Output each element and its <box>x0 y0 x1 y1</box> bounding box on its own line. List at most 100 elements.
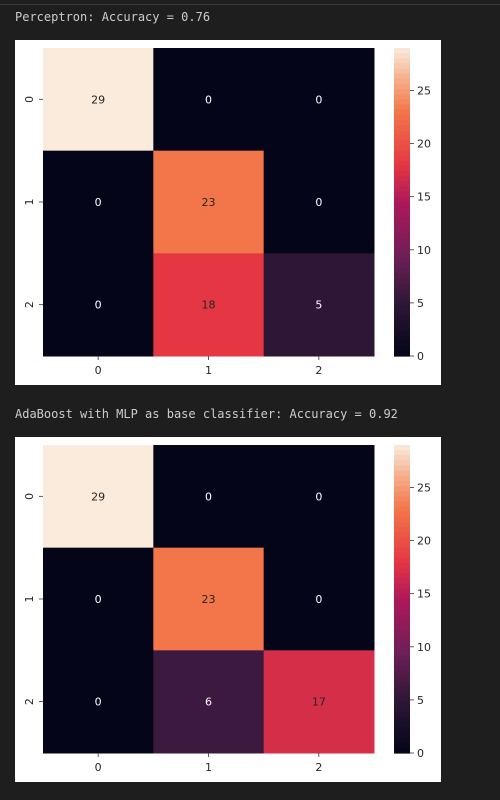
heatmap-cell <box>263 445 375 549</box>
heatmap-cell <box>263 253 375 357</box>
colorbar-tick-label: 0 <box>417 350 424 363</box>
colorbar-segment <box>394 552 410 559</box>
cell-value-label: 0 <box>95 696 102 709</box>
colorbar-segment <box>394 511 410 518</box>
colorbar-segment <box>394 470 410 477</box>
colorbar-segment <box>394 350 410 357</box>
colorbar-segment <box>394 284 410 290</box>
colorbar-segment <box>394 166 410 172</box>
colorbar-segment <box>394 94 410 100</box>
colorbar-segment <box>394 547 410 554</box>
colorbar-segment <box>394 104 410 111</box>
cell-value-label: 0 <box>315 490 322 503</box>
colorbar-segment <box>394 604 410 610</box>
colorbar-segment <box>394 150 410 157</box>
colorbar-segment <box>394 119 410 126</box>
colorbar-segment <box>394 496 410 503</box>
colorbar-segment <box>394 109 410 116</box>
colorbar-segment <box>394 645 410 651</box>
colorbar-segment <box>394 232 410 239</box>
colorbar-segment <box>394 83 410 90</box>
colorbar-segment <box>394 686 410 692</box>
colorbar-segment <box>394 345 410 352</box>
colorbar-segment <box>394 135 410 141</box>
heatmap-cell <box>153 253 265 357</box>
output-caption-perceptron: Perceptron: Accuracy = 0.76 <box>15 10 211 24</box>
x-tick-label: 2 <box>315 761 322 774</box>
colorbar-segment <box>394 63 410 70</box>
colorbar-tick-label: 0 <box>417 747 424 760</box>
colorbar-segment <box>394 614 410 621</box>
x-tick-label: 2 <box>315 364 322 377</box>
cell-value-label: 6 <box>205 696 212 709</box>
colorbar-segment <box>394 279 410 285</box>
heatmap-cell <box>43 547 154 651</box>
colorbar-segment <box>394 237 410 244</box>
cell-value-label: 0 <box>205 93 212 106</box>
colorbar-segment <box>394 537 410 544</box>
cell-value-label: 23 <box>202 593 216 606</box>
colorbar-tick-label: 15 <box>417 191 431 204</box>
colorbar-segment <box>394 506 410 513</box>
colorbar-tick-label: 20 <box>417 535 431 548</box>
colorbar-segment <box>394 253 410 260</box>
colorbar-segment <box>394 243 410 249</box>
colorbar-segment <box>394 588 410 595</box>
colorbar-segment <box>394 665 410 672</box>
heatmap-cell <box>263 150 375 254</box>
x-tick-label: 0 <box>95 364 102 377</box>
y-tick-label: 1 <box>23 199 36 206</box>
colorbar-segment <box>394 650 410 657</box>
cell-value-label: 29 <box>91 490 105 503</box>
y-tick-label: 2 <box>23 698 36 705</box>
cell-value-label: 5 <box>315 299 322 312</box>
colorbar-segment <box>394 68 410 75</box>
colorbar-segment <box>394 727 410 734</box>
colorbar-segment <box>394 732 410 739</box>
colorbar-segment <box>394 309 410 316</box>
colorbar-segment <box>394 475 410 482</box>
colorbar-segment <box>394 609 410 615</box>
colorbar-segment <box>394 532 410 538</box>
colorbar-segment <box>394 217 410 224</box>
cell-value-label: 29 <box>91 93 105 106</box>
colorbar-segment <box>394 335 410 342</box>
colorbar-segment <box>394 676 410 682</box>
colorbar-segment <box>394 330 410 337</box>
colorbar-segment <box>394 294 410 301</box>
heatmap-cell <box>43 150 154 254</box>
colorbar-segment <box>394 130 410 136</box>
colorbar-segment <box>394 268 410 275</box>
colorbar-segment <box>394 99 410 106</box>
colorbar-segment <box>394 227 410 234</box>
cell-divider <box>0 4 500 5</box>
cell-value-label: 0 <box>315 93 322 106</box>
colorbar-segment <box>394 258 410 265</box>
x-tick-label: 1 <box>205 364 212 377</box>
colorbar-segment <box>394 325 410 331</box>
y-tick-label: 0 <box>23 493 36 500</box>
colorbar-segment <box>394 563 410 569</box>
colorbar-segment <box>394 491 410 497</box>
cell-value-label: 0 <box>205 490 212 503</box>
y-tick-label: 2 <box>23 301 36 308</box>
cell-value-label: 0 <box>95 299 102 312</box>
heatmap-cell <box>153 547 265 651</box>
colorbar-segment <box>394 89 410 95</box>
colorbar-segment <box>394 522 410 528</box>
colorbar-tick-label: 20 <box>417 138 431 151</box>
output-caption-adaboost: AdaBoost with MLP as base classifier: Ac… <box>15 407 398 421</box>
colorbar-segment <box>394 701 410 708</box>
colorbar-segment <box>394 73 410 80</box>
heatmap-cell <box>153 650 265 754</box>
colorbar-segment <box>394 706 410 713</box>
colorbar-segment <box>394 640 410 646</box>
colorbar-segment <box>394 599 410 605</box>
colorbar-segment <box>394 660 410 667</box>
heatmap-cell <box>153 150 265 254</box>
colorbar-segment <box>394 619 410 626</box>
colorbar-segment <box>394 273 410 280</box>
cell-value-label: 17 <box>312 696 326 709</box>
confusion-matrix-perceptron: 29 0 0 0 23 0 0 18 5 0 1 2 0 1 2 0 5 10 15 20 25 <box>15 40 441 385</box>
colorbar-segment <box>394 145 410 152</box>
